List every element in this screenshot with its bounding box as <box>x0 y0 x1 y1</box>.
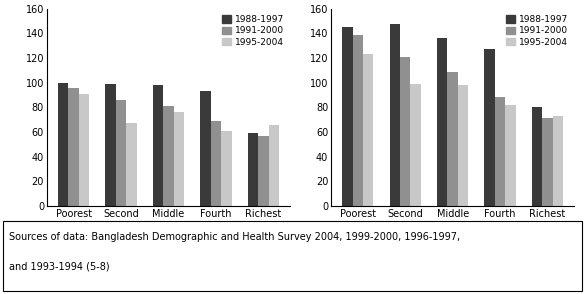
Bar <box>116 100 126 206</box>
Bar <box>211 121 221 206</box>
Bar <box>153 85 163 206</box>
Bar <box>363 54 373 206</box>
Bar <box>448 72 458 206</box>
Bar <box>200 91 211 206</box>
Bar <box>390 24 400 206</box>
Bar <box>342 27 353 206</box>
Bar <box>505 105 516 206</box>
Bar <box>258 136 268 206</box>
Bar <box>437 38 448 206</box>
Bar <box>268 125 279 206</box>
Text: Sources of data: Bangladesh Demographic and Health Survey 2004, 1999-2000, 1996-: Sources of data: Bangladesh Demographic … <box>9 232 460 242</box>
Bar <box>221 131 231 206</box>
Bar <box>126 123 137 206</box>
Bar <box>69 88 79 206</box>
Bar <box>485 49 495 206</box>
Bar <box>163 106 173 206</box>
Bar <box>495 97 505 206</box>
Bar <box>79 94 89 206</box>
Legend: 1988-1997, 1991-2000, 1995-2004: 1988-1997, 1991-2000, 1995-2004 <box>220 13 285 49</box>
Legend: 1988-1997, 1991-2000, 1995-2004: 1988-1997, 1991-2000, 1995-2004 <box>505 13 570 49</box>
Text: and 1993-1994 (5-8): and 1993-1994 (5-8) <box>9 262 110 272</box>
X-axis label: Infants: Infants <box>149 221 188 231</box>
Bar <box>532 107 543 206</box>
X-axis label: Under-5 children: Under-5 children <box>406 221 499 231</box>
Bar <box>58 83 69 206</box>
Bar <box>400 57 410 206</box>
Bar <box>353 35 363 206</box>
Bar <box>248 133 258 206</box>
Bar <box>105 84 116 206</box>
Bar <box>458 85 468 206</box>
Bar <box>410 84 421 206</box>
Bar <box>543 118 553 206</box>
Bar <box>553 116 563 206</box>
Bar <box>173 112 184 206</box>
